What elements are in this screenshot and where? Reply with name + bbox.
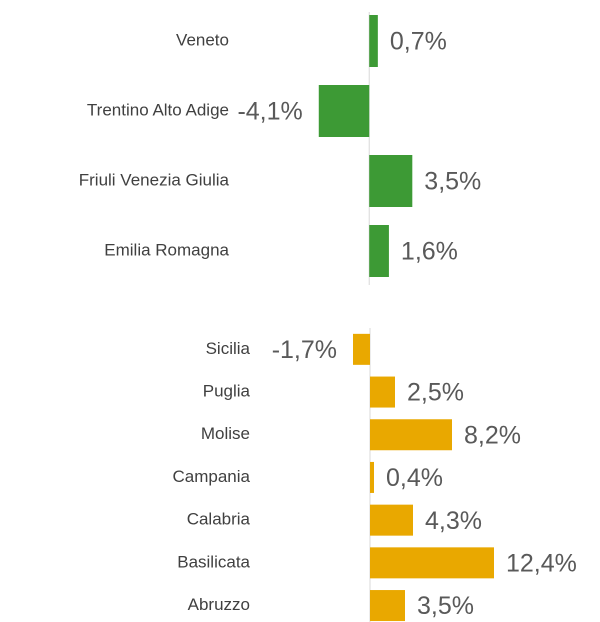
value-label: 3,5% (424, 168, 481, 196)
bar (369, 225, 389, 277)
category-label: Friuli Venezia Giulia (79, 170, 230, 189)
bar (370, 590, 405, 622)
bar (369, 15, 378, 67)
bar (318, 85, 370, 137)
category-label: Trentino Alto Adige (87, 100, 229, 119)
value-label: 3,5% (417, 592, 474, 620)
bar (370, 547, 494, 579)
category-label: Emilia Romagna (104, 240, 229, 259)
category-label: Veneto (176, 30, 229, 49)
category-label: Campania (173, 467, 251, 486)
bar (370, 419, 452, 451)
value-label: 4,3% (425, 507, 482, 535)
value-label: 8,2% (464, 421, 521, 449)
value-label: 2,5% (407, 379, 464, 407)
value-label: 1,6% (401, 238, 458, 266)
bar (370, 461, 374, 493)
bar (370, 504, 413, 536)
value-label: 12,4% (506, 549, 577, 577)
value-label: -1,7% (272, 336, 337, 364)
category-label: Basilicata (177, 552, 250, 571)
bar (353, 333, 370, 365)
category-label: Sicilia (206, 339, 251, 358)
category-label: Molise (201, 424, 250, 443)
category-label: Puglia (203, 382, 251, 401)
bar (369, 155, 413, 207)
bar (370, 376, 395, 408)
value-label: 0,4% (386, 464, 443, 492)
value-label: 0,7% (390, 28, 447, 56)
value-label: -4,1% (237, 98, 302, 126)
category-label: Abruzzo (188, 595, 250, 614)
category-label: Calabria (187, 510, 251, 529)
